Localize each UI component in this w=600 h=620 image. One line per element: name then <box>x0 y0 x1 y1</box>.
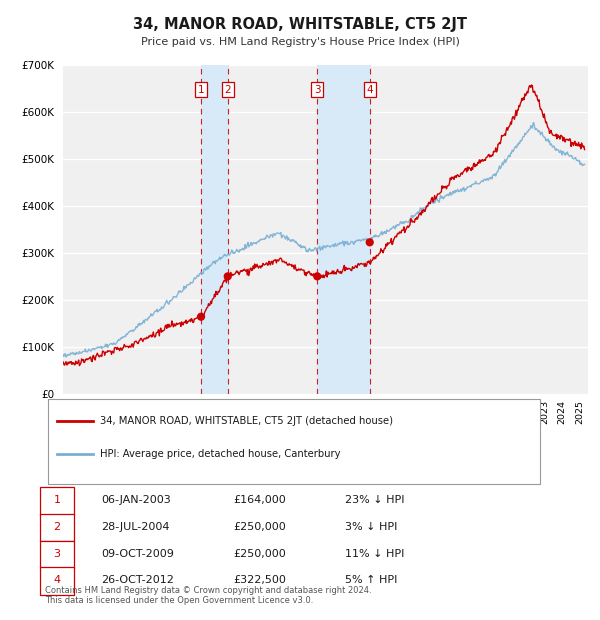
Text: 26-OCT-2012: 26-OCT-2012 <box>101 575 173 585</box>
Text: £250,000: £250,000 <box>233 549 286 559</box>
Text: 09-OCT-2009: 09-OCT-2009 <box>101 549 173 559</box>
Text: Price paid vs. HM Land Registry's House Price Index (HPI): Price paid vs. HM Land Registry's House … <box>140 37 460 47</box>
Text: 34, MANOR ROAD, WHITSTABLE, CT5 2JT: 34, MANOR ROAD, WHITSTABLE, CT5 2JT <box>133 17 467 32</box>
Text: 28-JUL-2004: 28-JUL-2004 <box>101 522 169 532</box>
Bar <box>201 65 228 394</box>
Text: 2: 2 <box>224 84 231 94</box>
Text: 5% ↑ HPI: 5% ↑ HPI <box>345 575 397 585</box>
Text: Contains HM Land Registry data © Crown copyright and database right 2024.
This d: Contains HM Land Registry data © Crown c… <box>45 586 371 605</box>
Text: 3: 3 <box>53 549 61 559</box>
Point <box>223 272 233 281</box>
Text: £322,500: £322,500 <box>233 575 286 585</box>
Bar <box>317 65 370 394</box>
Text: HPI: Average price, detached house, Canterbury: HPI: Average price, detached house, Cant… <box>100 449 341 459</box>
Text: 34, MANOR ROAD, WHITSTABLE, CT5 2JT (detached house): 34, MANOR ROAD, WHITSTABLE, CT5 2JT (det… <box>100 416 393 426</box>
Text: 3: 3 <box>314 84 320 94</box>
Text: 23% ↓ HPI: 23% ↓ HPI <box>345 495 404 505</box>
Text: £164,000: £164,000 <box>233 495 286 505</box>
Point <box>365 237 374 247</box>
Text: 3% ↓ HPI: 3% ↓ HPI <box>345 522 397 532</box>
Point <box>196 312 206 322</box>
Text: 4: 4 <box>367 84 373 94</box>
Text: 1: 1 <box>53 495 61 505</box>
Text: 1: 1 <box>198 84 205 94</box>
Text: 2: 2 <box>53 522 61 532</box>
Text: 11% ↓ HPI: 11% ↓ HPI <box>345 549 404 559</box>
Text: 06-JAN-2003: 06-JAN-2003 <box>101 495 170 505</box>
Point <box>313 272 322 281</box>
Text: £250,000: £250,000 <box>233 522 286 532</box>
Text: 4: 4 <box>53 575 61 585</box>
